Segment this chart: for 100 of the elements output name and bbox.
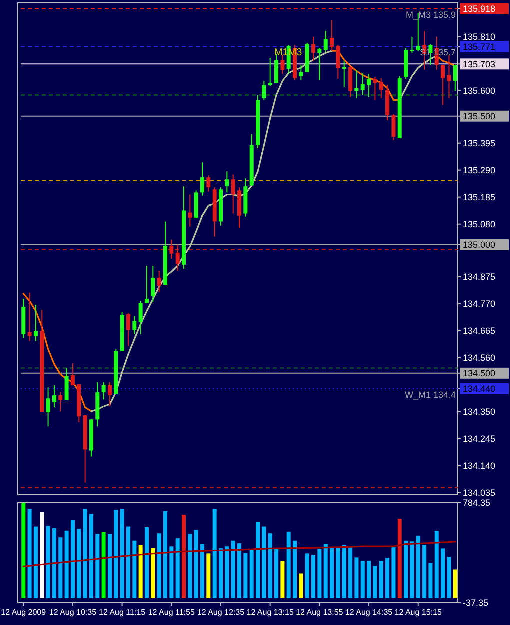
bar <box>256 522 260 598</box>
bar <box>428 563 433 598</box>
bar <box>182 515 186 598</box>
bar <box>379 561 384 598</box>
bar <box>348 548 353 598</box>
x-tick-label: 12 Aug 11:55 <box>148 608 196 617</box>
y-tick-label: 134.440 <box>463 384 496 394</box>
bar <box>206 554 211 598</box>
y-tick-label: 134.875 <box>463 272 496 282</box>
x-tick-label: 12 Aug 2009 <box>1 608 47 617</box>
y-tick-label: 135.771 <box>463 42 496 52</box>
bar <box>398 519 402 598</box>
candlestick <box>188 194 192 228</box>
candlestick <box>144 265 149 304</box>
bar <box>318 549 322 598</box>
y-tick-label: 134.245 <box>463 434 496 444</box>
bar <box>77 529 82 598</box>
ref-line-label: W_M1 134.4 <box>404 390 456 400</box>
bar <box>120 509 124 598</box>
bar <box>237 544 242 598</box>
x-tick-label: 12 Aug 13:55 <box>296 608 344 617</box>
y-tick-label: 135.080 <box>463 219 496 230</box>
bar <box>34 526 38 598</box>
line-series <box>22 541 456 568</box>
candlestick <box>330 19 334 52</box>
candlestick <box>348 66 353 98</box>
candlestick <box>102 382 106 400</box>
y-tick-label: -37.35 <box>463 598 489 608</box>
bar <box>268 534 272 598</box>
candlestick <box>70 362 75 386</box>
y-tick-label: 135.500 <box>463 112 496 122</box>
bar <box>286 532 291 598</box>
candlestick <box>170 239 174 260</box>
bar <box>218 548 223 598</box>
candlestick <box>280 54 285 75</box>
bar <box>212 509 217 598</box>
candlestick <box>373 76 378 101</box>
bar <box>434 531 439 598</box>
x-tick-label: 12 Aug 14:35 <box>345 608 394 617</box>
bar <box>28 509 32 598</box>
bar <box>280 561 285 598</box>
bar <box>244 553 248 598</box>
bar <box>138 545 143 598</box>
bar <box>305 554 310 598</box>
candlestick <box>151 265 156 303</box>
bar <box>404 540 408 598</box>
candlestick <box>318 47 322 81</box>
bar <box>392 548 396 598</box>
candlestick <box>138 300 143 335</box>
bar <box>132 540 137 598</box>
bar <box>231 540 236 598</box>
bar <box>52 528 56 598</box>
bar <box>441 548 446 598</box>
bar <box>108 534 112 598</box>
bar <box>360 561 365 598</box>
candlestick <box>34 304 38 342</box>
bar <box>102 532 106 598</box>
bar <box>163 511 168 598</box>
y-tick-label: 135.290 <box>463 165 496 176</box>
candlestick <box>28 292 32 342</box>
bar <box>114 510 118 598</box>
bar <box>447 557 452 598</box>
candlestick <box>64 368 69 401</box>
bar <box>194 530 198 598</box>
candlestick <box>52 384 56 408</box>
candlestick <box>231 174 236 214</box>
candlestick <box>268 58 272 87</box>
bar <box>58 538 63 598</box>
y-tick-label: 135.918 <box>463 4 496 14</box>
candlestick <box>392 114 396 142</box>
bar <box>225 546 230 598</box>
bar <box>299 574 304 598</box>
bar <box>293 540 298 598</box>
bar <box>144 528 149 598</box>
x-tick-label: 12 Aug 13:15 <box>246 608 294 617</box>
y-tick-label: 134.770 <box>463 299 496 310</box>
candlestick <box>132 316 137 335</box>
candlestick <box>447 54 452 99</box>
x-tick-label: 12 Aug 11:15 <box>99 608 146 617</box>
bar <box>40 512 44 598</box>
candlestick <box>324 30 328 53</box>
candlestick <box>176 244 180 272</box>
y-tick-label: 784.35 <box>463 498 491 508</box>
x-tick-label: 12 Aug 10:35 <box>49 608 98 617</box>
candlestick <box>410 36 414 54</box>
bar <box>312 555 316 598</box>
bar <box>354 558 359 598</box>
y-tick-label: 134.140 <box>463 461 496 472</box>
bar <box>262 526 266 598</box>
bar <box>453 570 458 598</box>
bar <box>373 566 378 598</box>
bar <box>274 549 279 598</box>
candlestick <box>336 44 340 80</box>
bar <box>367 561 372 598</box>
y-tick-label: 135.000 <box>463 240 496 250</box>
candlestick <box>312 36 316 62</box>
y-tick-label: 134.035 <box>463 488 496 498</box>
bar <box>89 514 94 598</box>
bar <box>330 548 334 598</box>
candlestick <box>441 64 446 106</box>
